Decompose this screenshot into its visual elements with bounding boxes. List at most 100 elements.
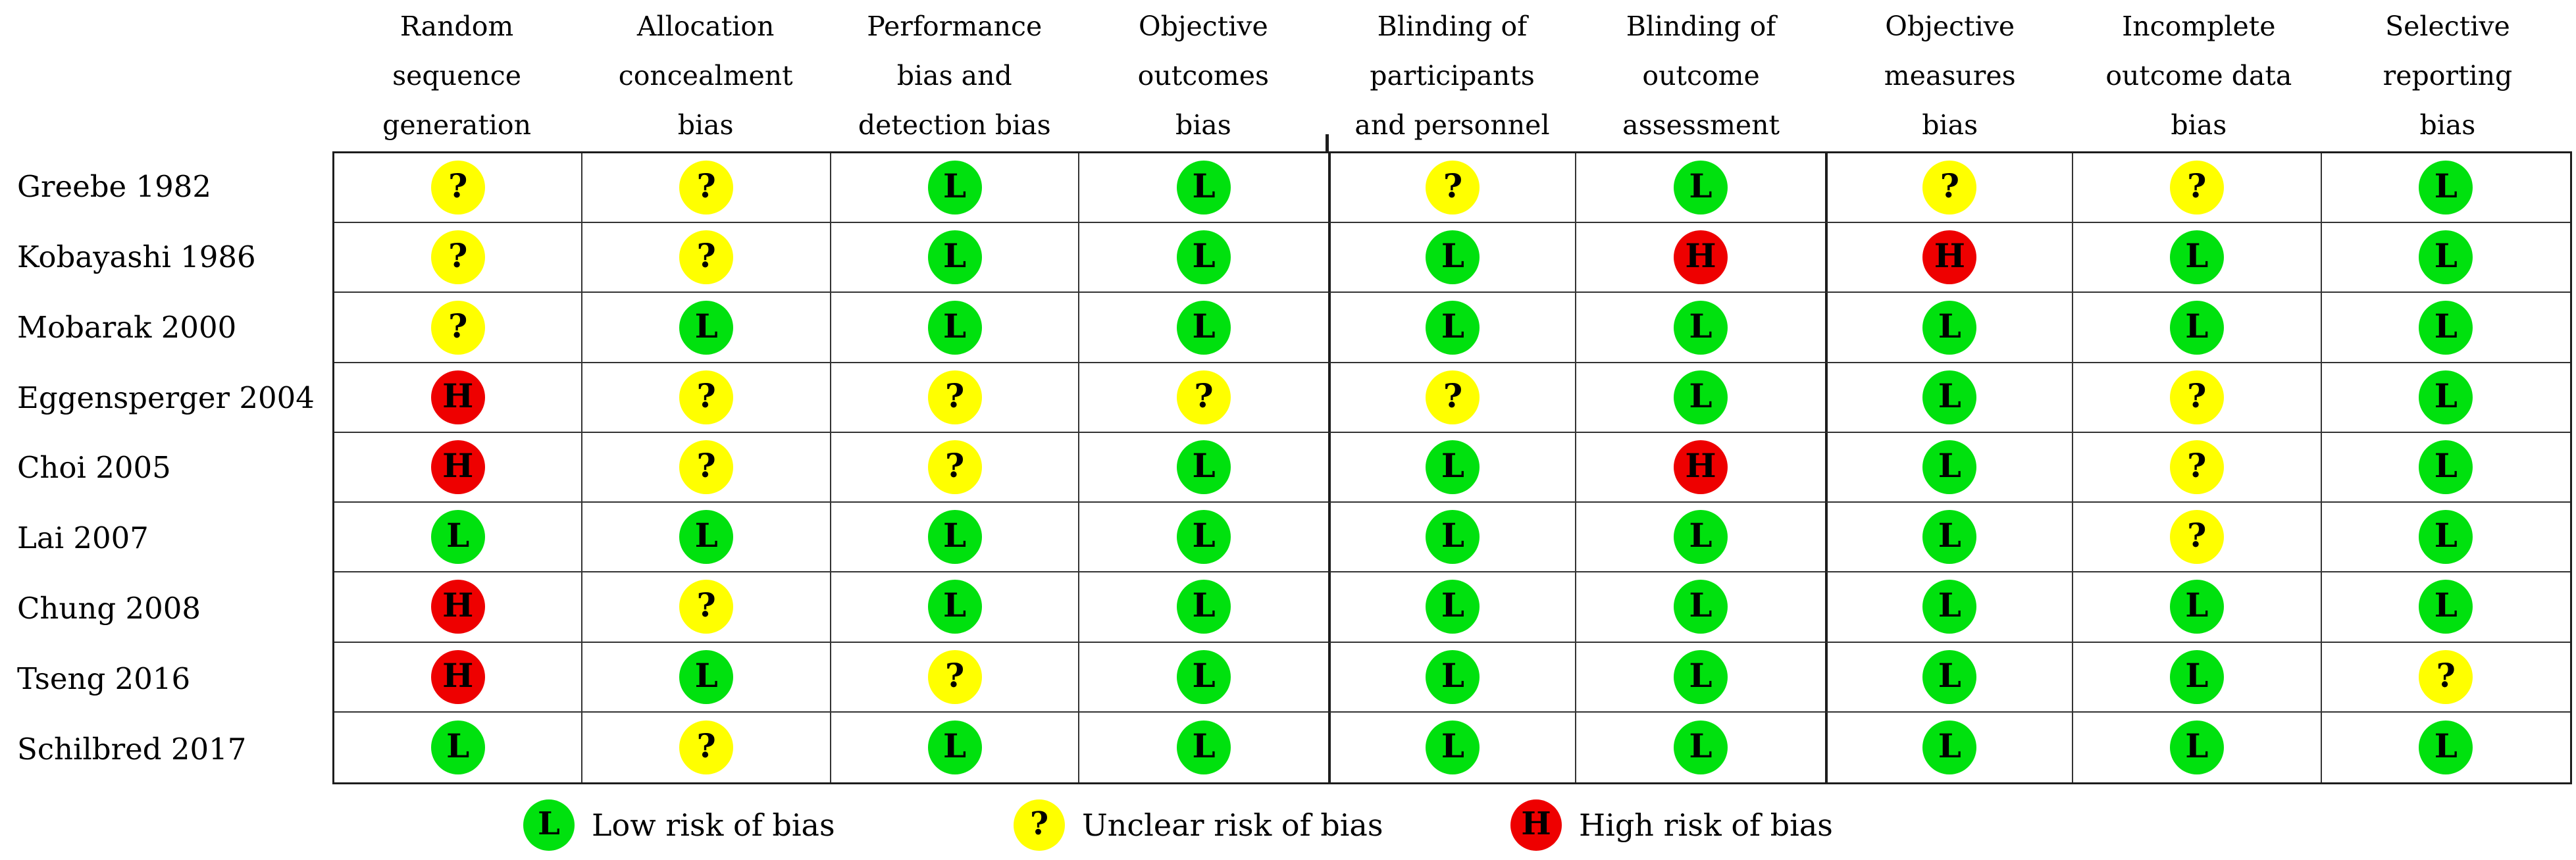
rating-dot-unclear: ? [2169,510,2224,565]
rating-symbol: L [446,516,470,555]
column-header-line: Selective [2385,11,2510,42]
rob-cell: L [1824,642,2074,713]
legend-item-unclear: ? Unclear risk of bias [1014,794,1383,857]
rob-cell: ? [582,223,831,293]
rating-dot-unclear: ? [927,649,982,704]
legend-symbol: ? [1029,805,1049,842]
rating-symbol: ? [696,376,716,415]
rob-cell: L [1327,503,1577,573]
rating-symbol: L [1192,586,1216,625]
rating-symbol: L [2185,306,2209,345]
rating-dot-low: L [1177,161,1231,215]
rob-cell: L [1327,223,1577,293]
study-label: Lai 2007 [17,520,149,556]
column-header-line: reporting [2383,60,2513,91]
column-header-line: outcome data [2105,60,2292,91]
rob-cell: H [334,432,583,503]
rating-symbol: L [1938,655,1961,695]
rating-dot-low: L [1673,300,1728,355]
column-header-line: bias [1175,109,1231,141]
rating-symbol: H [442,655,474,695]
study-label: Greebe 1982 [17,168,211,204]
rob-cell: ? [1327,363,1577,433]
study-label: Schilbred 2017 [17,732,247,767]
rating-symbol: L [1192,166,1216,206]
rating-dot-unclear: ? [679,720,734,774]
rating-symbol: L [1441,445,1465,485]
rating-symbol: L [2434,166,2458,206]
rob-cell: L [1576,503,1825,573]
rating-dot-low: L [1426,580,1480,634]
rating-dot-low: L [1426,300,1480,355]
column-header-line: measures [1884,60,2016,91]
rob-cell: L [2073,572,2322,643]
rating-dot-low: L [1922,720,1977,774]
rob-cell: L [1327,293,1577,363]
rob-cell: ? [334,293,583,363]
rating-symbol: ? [448,306,468,345]
rob-cell: H [1576,223,1825,293]
rob-cell: ? [2073,363,2322,433]
study-label: Mobarak 2000 [17,309,237,345]
rob-cell: L [1079,643,1328,713]
rating-symbol: L [2185,586,2209,625]
rating-symbol: L [694,306,718,345]
rating-symbol: L [1938,376,1961,415]
rating-dot-low: L [1177,510,1231,565]
rating-dot-unclear: ? [430,161,485,215]
column-header-line: Blinding of [1377,11,1528,42]
column-header: Blinding of participants and personnel [1327,3,1576,149]
rating-symbol: ? [696,166,716,206]
rob-cell: ? [582,363,831,433]
rob-cell: L [1576,153,1825,224]
rating-symbol: L [1938,726,1961,765]
rating-symbol: L [1689,306,1713,345]
rating-symbol: L [694,655,718,695]
column-header-line: sequence [392,60,521,91]
legend-label: Unclear risk of bias [1082,807,1383,843]
rating-symbol: ? [1194,376,1214,415]
column-header-line: Allocation [636,11,775,42]
legend-dot-high: H [1510,799,1562,851]
rob-cell: ? [582,153,831,224]
rating-symbol: H [442,586,474,625]
rating-dot-high: H [430,649,485,704]
rating-dot-low: L [1922,580,1977,634]
rating-dot-low: L [1426,649,1480,704]
rob-cell: ? [2073,432,2322,503]
study-label: Eggensperger 2004 [17,380,315,415]
column-header-line: Objective [1138,11,1268,42]
rating-symbol: L [1441,236,1465,276]
rating-symbol: L [2434,376,2458,415]
rob-cell: L [2322,713,2570,782]
rob-cell: L [1079,293,1328,363]
rob-cell: L [2321,293,2570,363]
rating-symbol: L [1192,445,1216,485]
rating-symbol: ? [696,586,716,625]
rob-cell: ? [334,153,583,224]
rating-symbol: ? [2187,516,2207,555]
rating-dot-low: L [1922,510,1977,565]
rating-dot-low: L [2419,580,2473,634]
rob-cell: L [334,503,583,573]
rating-dot-low: L [2419,161,2473,215]
rating-dot-unclear: ? [430,230,485,285]
rating-dot-low: L [2419,370,2473,424]
rob-cell: L [2321,572,2570,643]
rob-cell: H [1824,223,2074,293]
rob-cell: L [2321,433,2570,503]
column-header-line: Random [399,11,514,42]
rating-dot-unclear: ? [1426,370,1480,424]
rating-symbol: L [943,586,967,625]
rob-cell: H [1576,433,1825,503]
rating-dot-low: L [927,510,982,565]
rating-symbol: L [2434,236,2458,276]
rob-cell: L [1576,572,1825,643]
rating-dot-low: L [1673,510,1728,565]
rob-cell: L [1327,572,1577,643]
rating-dot-low: L [430,510,485,565]
column-header-line: and personnel [1354,109,1550,141]
rating-dot-low: L [1177,580,1231,634]
rating-symbol: L [1192,516,1216,555]
rating-symbol: L [1441,306,1465,345]
